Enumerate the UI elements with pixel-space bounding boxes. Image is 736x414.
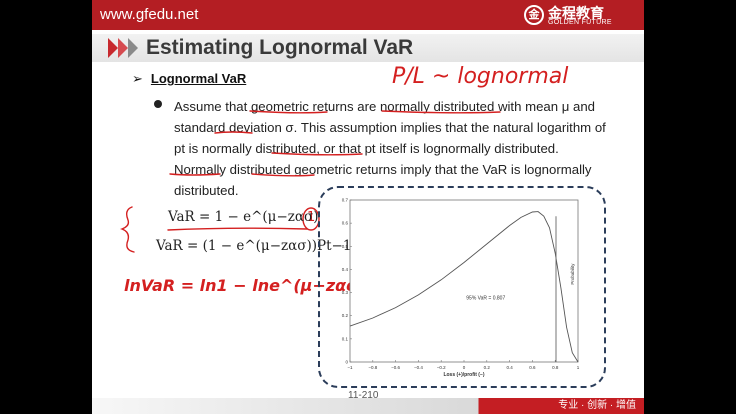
y-tick-label: 0.4 bbox=[342, 267, 349, 272]
footer-slogan: 专业 · 创新 · 增值 bbox=[558, 400, 636, 411]
lognormal-chart: −1 −0.8 −0.6 −0.4 −0.2 0 0.2 0.4 0.6 0.8 1 0 0.1 0.2 0… bbox=[342, 198, 580, 379]
chevron-icon bbox=[128, 38, 138, 58]
y-tick-label: 0.2 bbox=[342, 313, 349, 318]
y-tick-label: 0.7 bbox=[342, 198, 349, 203]
density-curve bbox=[349, 211, 579, 363]
site-url[interactable]: www.gfedu.net bbox=[100, 6, 199, 23]
bullet-heading-text: Lognormal VaR bbox=[150, 71, 247, 86]
page-number: 11-210 bbox=[348, 390, 379, 401]
bullet-heading: ➢ Lognormal VaR bbox=[132, 71, 247, 86]
bullet-dot-icon bbox=[154, 100, 162, 108]
brand-name-en: GOLDEN FUTURE bbox=[548, 19, 612, 26]
plot-area bbox=[349, 199, 579, 363]
chart-frame bbox=[318, 186, 606, 388]
y-tick-label: 0.1 bbox=[342, 336, 349, 341]
x-tick-label: 0.4 bbox=[506, 365, 513, 370]
slide-title: Estimating Lognormal VaR bbox=[146, 36, 414, 59]
chevron-icon bbox=[118, 38, 128, 58]
x-tick-label: 0.8 bbox=[552, 365, 559, 370]
logo-mark-icon: 金 bbox=[524, 5, 544, 25]
brand-name-cn: 金程教育 bbox=[548, 5, 604, 21]
brand-logo: 金 金程教育 GOLDEN FUTURE bbox=[524, 3, 634, 29]
title-bar bbox=[92, 34, 644, 62]
x-tick-label: −0.2 bbox=[437, 365, 446, 370]
formula-var-1: VaR = 1 − e^(μ−zασ) bbox=[168, 209, 319, 225]
formula-var-2: VaR = (1 − e^(μ−zασ))Pt−1 bbox=[156, 238, 352, 254]
top-bar: www.gfedu.net 金 金程教育 GOLDEN FUTURE bbox=[92, 0, 644, 30]
x-axis-label: Loss (+)/profit (−) bbox=[443, 372, 484, 378]
y-tick-label: 0.5 bbox=[342, 244, 349, 249]
x-tick-label: 0.6 bbox=[529, 365, 536, 370]
x-tick-label: −1 bbox=[347, 365, 353, 370]
slide: www.gfedu.net 金 金程教育 GOLDEN FUTURE Estim… bbox=[92, 0, 644, 414]
body-paragraph: Assume that geometric returns are normal… bbox=[174, 99, 606, 198]
ln-var-note: lnVaR = ln1 − lne^(μ−zασ) bbox=[124, 276, 366, 295]
y-tick-label: 0 bbox=[345, 360, 348, 365]
y-axis-label: Probability bbox=[570, 263, 575, 285]
x-tick-label: 1 bbox=[577, 365, 580, 370]
annotation-strokes bbox=[120, 110, 501, 253]
chevron-icon bbox=[108, 38, 118, 58]
pl-lognormal-note: P/L ~ lognormal bbox=[392, 64, 569, 89]
y-tick-label: 0.6 bbox=[342, 221, 349, 226]
x-tick-label: −0.6 bbox=[391, 365, 400, 370]
x-tick-label: 0.2 bbox=[484, 365, 491, 370]
x-tick-label: 0 bbox=[463, 365, 466, 370]
var-annotation: 95% VaR = 0.807 bbox=[466, 296, 505, 302]
circled-number: 1 bbox=[307, 210, 316, 225]
x-tick-label: −0.8 bbox=[368, 365, 377, 370]
y-tick-label: 0.3 bbox=[342, 290, 349, 295]
footer-band bbox=[92, 398, 644, 414]
x-tick-label: −0.4 bbox=[414, 365, 423, 370]
